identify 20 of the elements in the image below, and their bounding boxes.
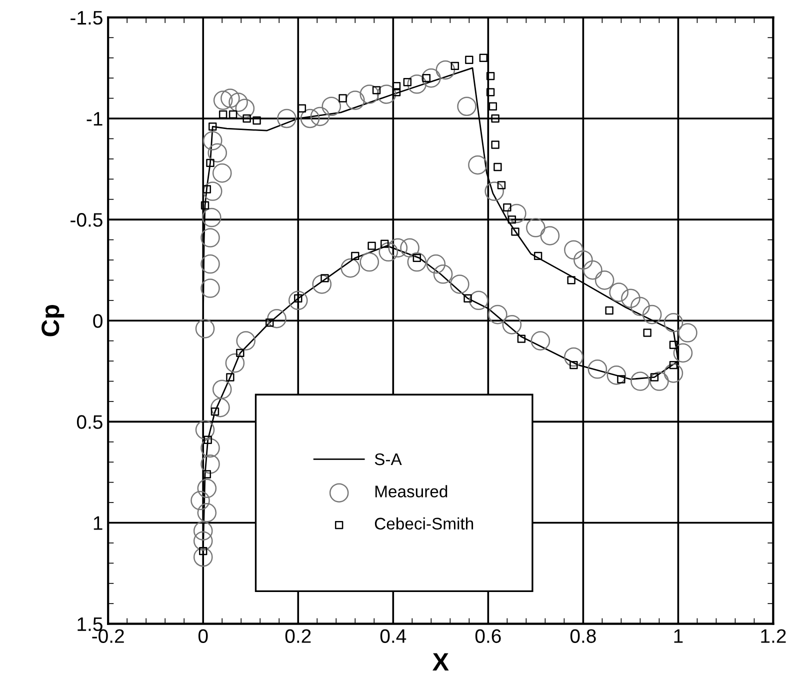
legend-label: Cebeci-Smith: [374, 517, 474, 530]
y-tick-label: 1: [94, 516, 102, 530]
x-axis-title: X: [432, 653, 449, 670]
x-tick-label: 0.8: [570, 629, 596, 643]
legend-label: S-A: [374, 453, 402, 466]
x-tick-label: 1: [674, 629, 683, 643]
x-tick-label: 0.2: [285, 629, 311, 643]
y-tick-label: -1.5: [70, 11, 102, 25]
x-tick-label: 0.6: [475, 629, 501, 643]
y-tick-label: 0.5: [76, 415, 102, 429]
x-tick-label: 0: [198, 629, 208, 643]
y-tick-label: -1: [86, 112, 102, 126]
y-tick-label: 1.5: [78, 617, 102, 632]
x-tick-label: 1.2: [761, 629, 786, 643]
y-tick-label: 0: [93, 314, 102, 328]
y-axis-title: Cp: [42, 304, 64, 336]
y-tick-label: -0.5: [70, 213, 102, 227]
x-tick-label: -0.2: [92, 629, 124, 643]
x-tick-label: 0.4: [380, 629, 406, 643]
legend-label: Measured: [375, 485, 448, 498]
